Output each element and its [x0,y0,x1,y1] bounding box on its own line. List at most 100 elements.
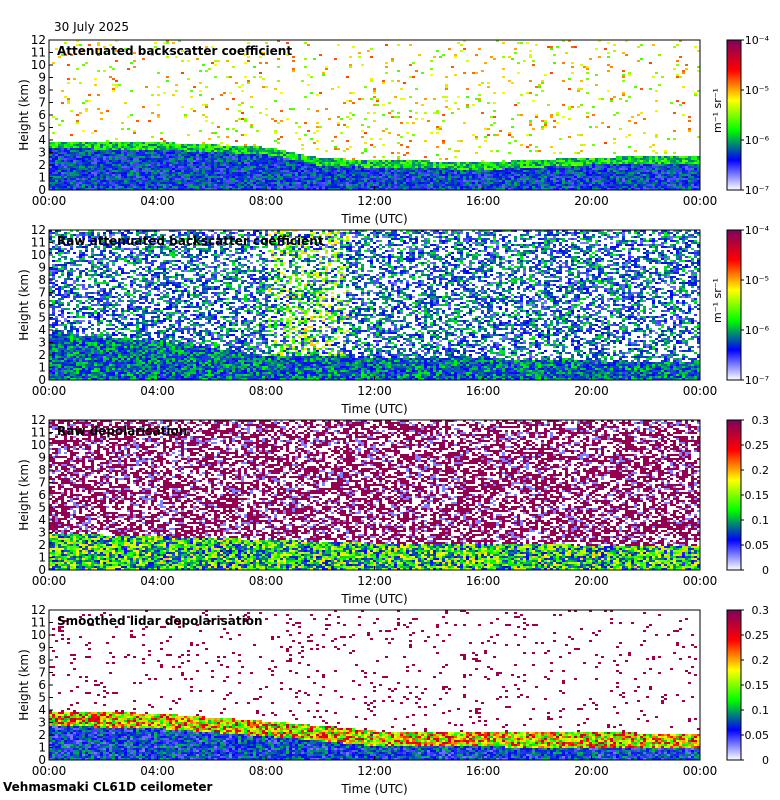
colorbar: 0.30.250.20.150.10.050 [727,414,769,577]
y-tick-label: 6 [38,108,46,122]
y-tick-label: 1 [38,741,46,755]
colorbar-tick-label: 0.1 [752,704,770,717]
colorbar: 0.30.250.20.150.10.050 [727,604,769,767]
x-tick-label: 00:00 [683,574,718,588]
y-tick-label: 8 [38,273,46,287]
colorbar-tick-label: 0.1 [752,514,770,527]
colorbar-tick-label: 0.15 [745,489,770,502]
y-tick-label: 11 [31,426,46,440]
y-tick-label: 12 [31,223,46,237]
y-tick-label: 4 [38,133,46,147]
colorbar-tick-label: 10⁻⁶ [745,134,770,147]
y-tick-label: 4 [38,323,46,337]
chart-panel-1: Attenuated backscatter coefficient012345… [17,33,770,226]
x-tick-label: 04:00 [140,764,175,778]
colorbar-tick-label: 10⁻⁵ [745,84,769,97]
y-tick-label: 8 [38,463,46,477]
colorbar-tick-label: 10⁻⁷ [745,374,769,387]
y-axis-label: Height (km) [17,269,31,340]
colorbar-tick-label: 10⁻⁴ [745,224,770,237]
x-axis-label: Time (UTC) [340,592,407,606]
colorbar-tick-label: 0.15 [745,679,770,692]
y-tick-label: 3 [38,336,46,350]
y-axis-label: Height (km) [17,459,31,530]
colorbar-tick-label: 0.2 [752,464,770,477]
y-tick-label: 7 [38,476,46,490]
colorbar-tick-label: 10⁻⁶ [745,324,770,337]
y-tick-label: 10 [31,438,46,452]
x-tick-label: 00:00 [32,764,67,778]
colorbar-tick-label: 0 [762,754,769,767]
y-tick-label: 6 [38,298,46,312]
x-tick-label: 04:00 [140,574,175,588]
y-tick-label: 9 [38,71,46,85]
panel-title: Attenuated backscatter coefficient [57,44,292,58]
y-tick-label: 7 [38,286,46,300]
colorbar-unit-label: m⁻¹ sr⁻¹ [711,88,724,133]
x-tick-label: 00:00 [32,384,67,398]
y-tick-label: 1 [38,551,46,565]
chart-panel-4: Smoothed lidar depolarisation01234567891… [17,603,769,796]
colorbar-gradient [727,40,741,190]
y-tick-label: 2 [38,348,46,362]
colorbar-tick-label: 10⁻⁴ [745,34,770,47]
y-tick-label: 7 [38,96,46,110]
y-tick-label: 12 [31,603,46,617]
x-tick-label: 16:00 [466,384,501,398]
x-tick-label: 12:00 [357,384,392,398]
y-tick-label: 11 [31,46,46,60]
y-tick-label: 1 [38,361,46,375]
y-tick-label: 9 [38,641,46,655]
colorbar-tick-label: 10⁻⁵ [745,274,769,287]
x-tick-label: 12:00 [357,764,392,778]
colorbar: 10⁻⁴10⁻⁵10⁻⁶10⁻⁷m⁻¹ sr⁻¹ [711,224,770,387]
y-tick-label: 5 [38,691,46,705]
colorbar-tick-label: 0.2 [752,654,770,667]
x-tick-label: 16:00 [466,194,501,208]
y-tick-label: 2 [38,158,46,172]
y-tick-label: 6 [38,488,46,502]
colorbar-tick-label: 10⁻⁷ [745,184,769,197]
y-axis-label: Height (km) [17,79,31,150]
x-tick-label: 20:00 [574,194,609,208]
y-tick-label: 12 [31,33,46,47]
x-tick-label: 00:00 [683,194,718,208]
x-tick-label: 20:00 [574,574,609,588]
x-tick-label: 00:00 [683,384,718,398]
colorbar: 10⁻⁴ 10⁻⁵ 10⁻⁶ 10⁻⁷ m⁻¹ sr⁻¹ [711,34,770,197]
colorbar-tick-label: 0.25 [745,439,770,452]
y-tick-label: 4 [38,703,46,717]
x-tick-label: 00:00 [32,194,67,208]
y-tick-label: 10 [31,628,46,642]
y-tick-label: 4 [38,513,46,527]
x-axis-label: Time (UTC) [340,782,407,796]
x-tick-label: 00:00 [683,764,718,778]
y-tick-label: 9 [38,451,46,465]
chart-panel-2: Raw attenuated backscatter coefficient01… [17,223,770,416]
y-tick-label: 5 [38,501,46,515]
y-tick-label: 2 [38,538,46,552]
y-tick-label: 11 [31,236,46,250]
x-tick-label: 08:00 [249,574,284,588]
x-tick-label: 20:00 [574,384,609,398]
y-tick-label: 9 [38,261,46,275]
y-tick-label: 3 [38,526,46,540]
x-tick-label: 12:00 [357,574,392,588]
x-tick-label: 16:00 [466,574,501,588]
y-tick-label: 5 [38,121,46,135]
colorbar-tick-label: 0.25 [745,629,770,642]
x-axis-label: Time (UTC) [340,212,407,226]
colorbar-tick-label: 0.05 [745,539,770,552]
colorbar-tick-label: 0.3 [752,414,770,427]
x-axis-label: Time (UTC) [340,402,407,416]
colorbar-gradient [727,420,741,570]
x-tick-label: 04:00 [140,194,175,208]
x-tick-label: 12:00 [357,194,392,208]
panel-title: Raw attenuated backscatter coefficient [57,234,324,248]
x-tick-label: 08:00 [249,764,284,778]
y-tick-label: 5 [38,311,46,325]
y-tick-label: 10 [31,248,46,262]
x-tick-label: 04:00 [140,384,175,398]
panel-title: Smoothed lidar depolarisation [57,614,263,628]
